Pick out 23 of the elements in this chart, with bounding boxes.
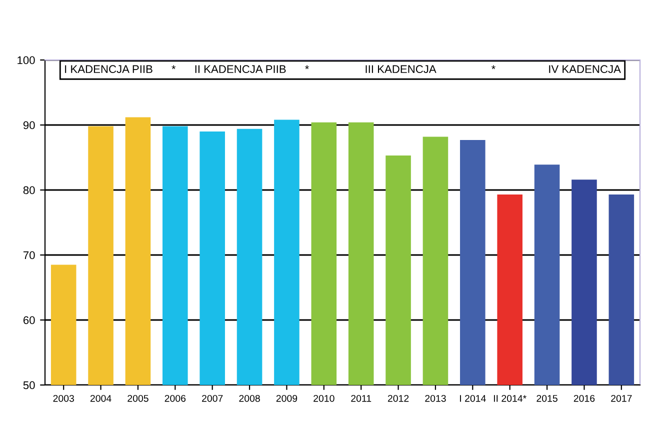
x-tick-label: 2006 [164,394,186,402]
y-tick-label: 100 [18,56,35,64]
x-tick-label: 2012 [388,394,409,402]
x-tick-label: 2010 [314,394,334,402]
y-tick-label: 60 [23,316,35,324]
x-tick-label: 2011 [351,394,372,402]
x-tick-label: I 2014 [460,394,486,402]
annotation: I KADENCJA PIIB * II KADENCJA PIIB * III KADENCJA * IV KADENCJA [65,65,621,74]
x-tick-label: 2003 [53,394,74,402]
x-tick-label: 2008 [239,394,260,402]
y-tick-label: 50 [23,381,35,390]
x-tick-label: 2005 [128,394,148,402]
y-tick-label: 90 [23,121,35,130]
x-tick-label: II 2014* [494,394,526,402]
x-tick-label: 2009 [276,394,298,402]
x-tick-label: 2007 [202,394,223,402]
y-tick-label: 80 [23,186,35,194]
y-tick-label: 70 [23,251,35,260]
x-tick-label: 2016 [574,394,595,402]
x-tick-label: 2015 [536,394,558,402]
x-tick-label: 2017 [611,394,632,402]
x-tick-label: 2004 [90,394,112,402]
x-tick-label: 2013 [425,394,446,402]
